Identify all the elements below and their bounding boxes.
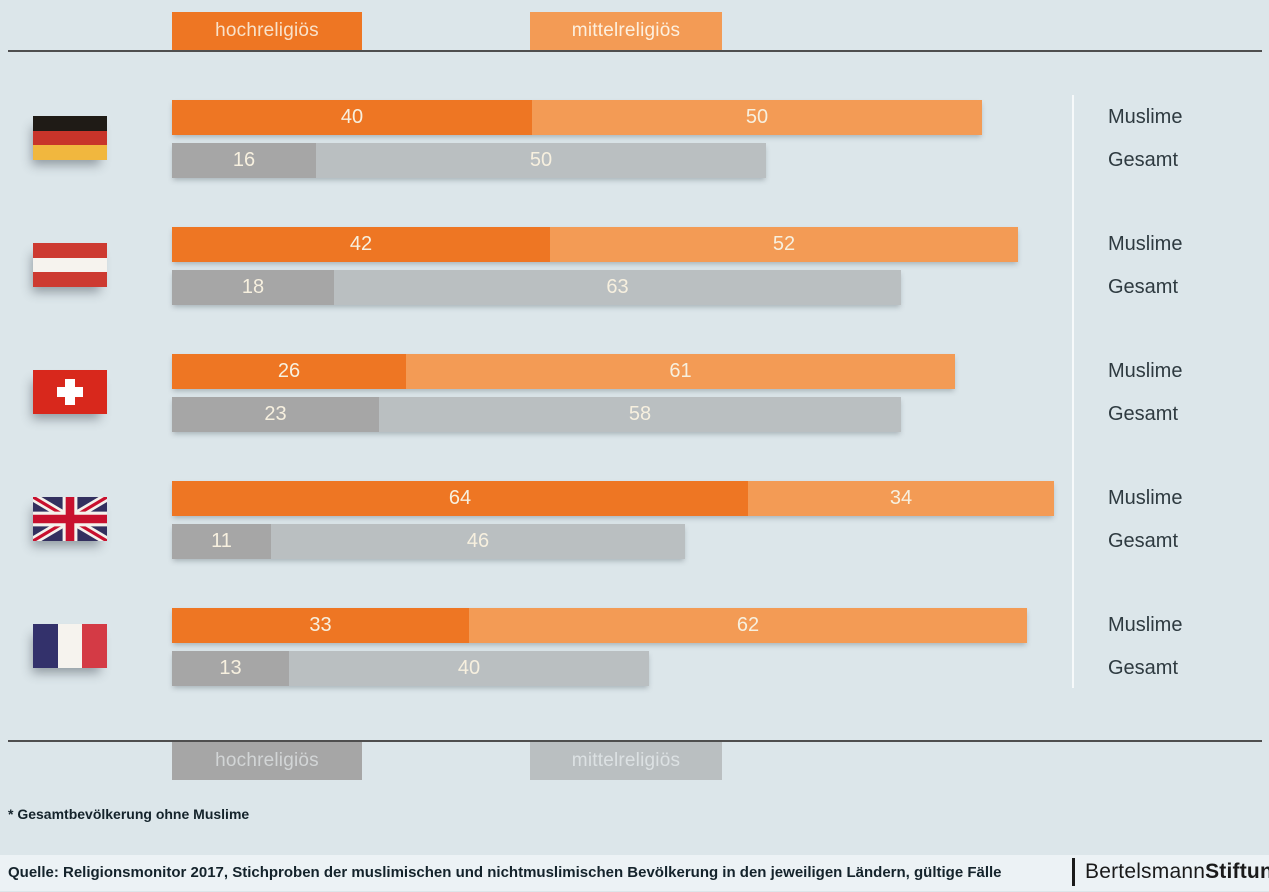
bertelsmann-stiftung-logo: BertelsmannStiftung bbox=[1072, 852, 1269, 892]
gesamt-hochreligioes-segment: 11 bbox=[172, 524, 271, 559]
france-flag-icon bbox=[33, 624, 107, 668]
muslime-bar: 40 50 bbox=[172, 100, 982, 135]
gesamt-label: Gesamt bbox=[1108, 276, 1179, 298]
gesamt-label: Gesamt bbox=[1108, 149, 1179, 171]
muslime-hochreligioes-segment: 42 bbox=[172, 227, 550, 262]
muslime-bar: 26 61 bbox=[172, 354, 955, 389]
logo-text-bold: Stiftung bbox=[1205, 860, 1269, 883]
gesamt-label: Gesamt bbox=[1108, 530, 1179, 552]
muslime-label: Muslime bbox=[1108, 487, 1183, 509]
muslime-label: Muslime bbox=[1108, 614, 1183, 636]
gesamt-mittelreligioes-segment: 63 bbox=[334, 270, 901, 305]
muslime-mittelreligioes-segment: 34 bbox=[748, 481, 1054, 516]
muslime-bar: 64 34 bbox=[172, 481, 1054, 516]
gesamt-hochreligioes-segment: 16 bbox=[172, 143, 316, 178]
gesamt-hochreligioes-segment: 23 bbox=[172, 397, 379, 432]
muslime-label: Muslime bbox=[1108, 106, 1183, 128]
muslime-label: Muslime bbox=[1108, 360, 1183, 382]
right-divider-line bbox=[1072, 95, 1074, 688]
logo-vertical-bar bbox=[1072, 858, 1075, 886]
legend-bottom-hochreligioes: hochreligiös bbox=[172, 742, 362, 780]
muslime-bar: 33 62 bbox=[172, 608, 1027, 643]
legend-top-hochreligioes: hochreligiös bbox=[172, 12, 362, 50]
muslime-hochreligioes-segment: 33 bbox=[172, 608, 469, 643]
muslime-mittelreligioes-segment: 61 bbox=[406, 354, 955, 389]
muslime-bar: 42 52 bbox=[172, 227, 1018, 262]
source-text: Quelle: Religionsmonitor 2017, Stichprob… bbox=[8, 864, 1002, 881]
muslime-label: Muslime bbox=[1108, 233, 1183, 255]
bottom-band bbox=[0, 855, 1269, 891]
muslime-mittelreligioes-segment: 52 bbox=[550, 227, 1018, 262]
gesamt-hochreligioes-segment: 18 bbox=[172, 270, 334, 305]
muslime-hochreligioes-segment: 64 bbox=[172, 481, 748, 516]
gesamt-bar: 13 40 bbox=[172, 651, 649, 686]
muslime-mittelreligioes-segment: 62 bbox=[469, 608, 1027, 643]
muslime-hochreligioes-segment: 26 bbox=[172, 354, 406, 389]
germany-flag-icon bbox=[33, 116, 107, 160]
legend-bottom-mittelreligioes: mittelreligiös bbox=[530, 742, 722, 780]
gesamt-mittelreligioes-segment: 40 bbox=[289, 651, 649, 686]
gesamt-mittelreligioes-segment: 58 bbox=[379, 397, 901, 432]
switzerland-flag-icon bbox=[33, 370, 107, 414]
gesamt-mittelreligioes-segment: 50 bbox=[316, 143, 766, 178]
logo-text: BertelsmannStiftung bbox=[1085, 860, 1269, 884]
gesamt-bar: 16 50 bbox=[172, 143, 766, 178]
muslime-hochreligioes-segment: 40 bbox=[172, 100, 532, 135]
gesamt-hochreligioes-segment: 13 bbox=[172, 651, 289, 686]
gesamt-label: Gesamt bbox=[1108, 657, 1179, 679]
muslime-mittelreligioes-segment: 50 bbox=[532, 100, 982, 135]
top-rule-line bbox=[8, 50, 1262, 52]
austria-flag-icon bbox=[33, 243, 107, 287]
gesamt-label: Gesamt bbox=[1108, 403, 1179, 425]
footnote: * Gesamtbevölkerung ohne Muslime bbox=[8, 806, 250, 822]
legend-top-mittelreligioes: mittelreligiös bbox=[530, 12, 722, 50]
gesamt-bar: 23 58 bbox=[172, 397, 901, 432]
gesamt-bar: 11 46 bbox=[172, 524, 685, 559]
gesamt-bar: 18 63 bbox=[172, 270, 901, 305]
gesamt-mittelreligioes-segment: 46 bbox=[271, 524, 685, 559]
logo-text-regular: Bertelsmann bbox=[1085, 860, 1206, 883]
uk-flag-icon bbox=[33, 497, 107, 541]
bottom-rule-line bbox=[8, 740, 1262, 742]
